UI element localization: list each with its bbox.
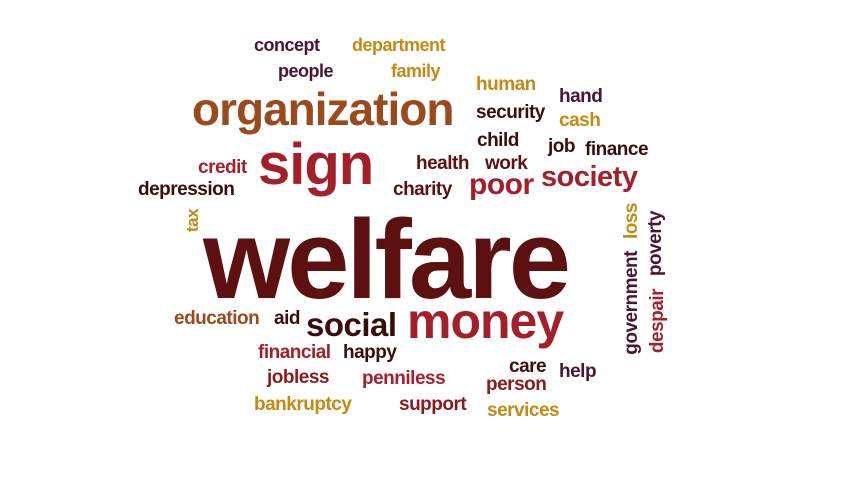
- word-department: department: [352, 35, 446, 55]
- word-aid: aid: [274, 308, 300, 329]
- word-hand: hand: [559, 86, 603, 107]
- word-social: social: [306, 306, 397, 343]
- word-poverty: poverty: [645, 211, 666, 277]
- word-penniless: penniless: [362, 368, 446, 389]
- word-financial: financial: [258, 342, 331, 363]
- word-jobless: jobless: [267, 367, 329, 388]
- word-organization: organization: [192, 83, 454, 135]
- word-poor: poor: [469, 168, 534, 201]
- word-credit: credit: [198, 157, 247, 178]
- word-finance: finance: [585, 139, 649, 160]
- word-services: services: [487, 400, 560, 421]
- word-help: help: [559, 361, 597, 382]
- word-happy: happy: [343, 342, 397, 363]
- word-support: support: [399, 394, 467, 415]
- word-cash: cash: [559, 110, 601, 131]
- word-work: work: [485, 153, 528, 174]
- word-loss: loss: [621, 203, 642, 240]
- word-welfare: welfare: [203, 197, 571, 322]
- word-security: security: [476, 102, 545, 123]
- word-person: person: [486, 374, 547, 395]
- word-education: education: [174, 308, 260, 329]
- word-care: care: [509, 356, 547, 377]
- word-health: health: [416, 153, 469, 174]
- word-government: government: [621, 251, 642, 355]
- word-bankruptcy: bankruptcy: [254, 394, 352, 415]
- word-job: job: [548, 136, 576, 157]
- word-people: people: [278, 61, 334, 81]
- word-despair: despair: [647, 289, 668, 354]
- word-human: human: [476, 74, 536, 95]
- word-society: society: [541, 161, 638, 193]
- word-tax: tax: [183, 209, 202, 233]
- word-concept: concept: [254, 35, 320, 55]
- word-depression: depression: [138, 179, 235, 200]
- word-money: money: [407, 293, 564, 349]
- word-charity: charity: [393, 179, 452, 200]
- word-sign: sign: [258, 132, 374, 197]
- word-family: family: [391, 61, 441, 81]
- word-child: child: [477, 130, 519, 151]
